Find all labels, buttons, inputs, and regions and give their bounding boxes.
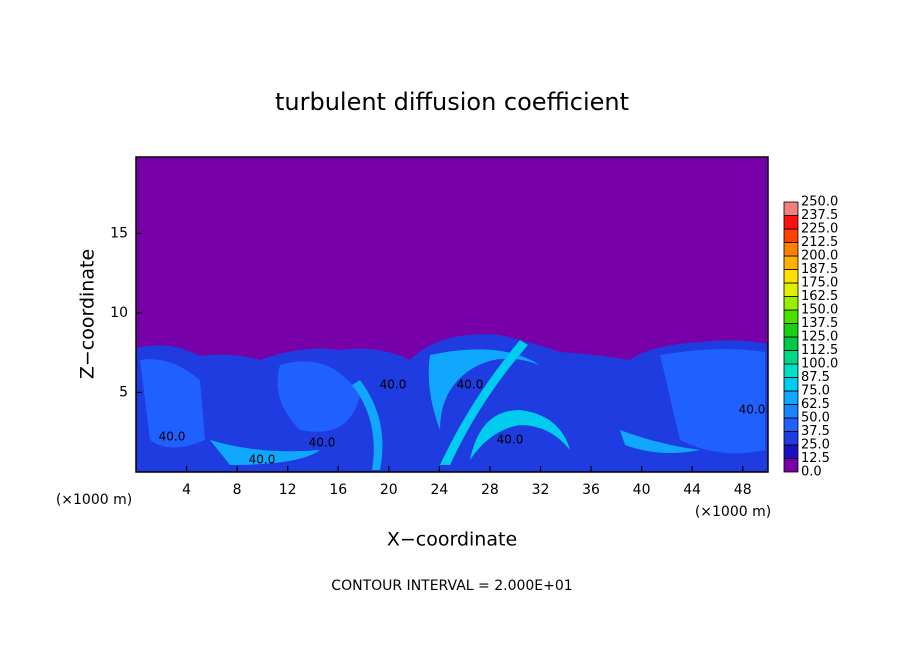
contour-label: 40.0 [739,403,766,417]
x-tick-label: 20 [380,482,398,498]
x-tick-label: 32 [532,482,550,498]
contour-label: 40.0 [309,436,336,450]
colorbar-swatch [783,323,799,338]
x-tick-label: 48 [734,482,752,498]
y-tick-label: 5 [119,384,128,400]
x-tick-label: 8 [233,482,242,498]
x-tick-label: 44 [683,482,701,498]
colorbar-label: 25.0 [801,438,830,453]
colorbar-swatch [783,377,799,392]
colorbar-swatch [783,269,799,284]
x-tick-label: 4 [182,482,191,498]
colorbar-label: 162.5 [801,289,838,304]
x-tick-label: 40 [633,482,651,498]
field [136,157,768,472]
blue-region [277,361,360,432]
contour-label: 40.0 [249,453,276,467]
colorbar-label: 112.5 [801,343,838,358]
colorbar-label: 12.5 [801,451,830,466]
y-tick-label: 10 [110,305,128,321]
colorbar-swatch [783,215,799,230]
contour-label: 40.0 [380,378,407,392]
colorbar-swatch [783,363,799,378]
colorbar-swatch [783,444,799,459]
colorbar-swatch [783,228,799,243]
colorbar-label: 75.0 [801,384,830,399]
colorbar-label: 50.0 [801,411,830,426]
colorbar-label: 212.5 [801,235,838,250]
colorbar-label: 187.5 [801,262,838,277]
x-tick-label: 36 [582,482,600,498]
y-tick-label: 15 [110,225,128,241]
colorbar-swatch [783,282,799,297]
x-tick-label: 12 [279,482,297,498]
y-axis-label: Z−coordinate [77,249,99,379]
colorbar-label: 0.0 [801,465,822,480]
colorbar-label: 150.0 [801,303,838,318]
colorbar-label: 62.5 [801,397,830,412]
colorbar-swatch [783,309,799,324]
colorbar-swatch [783,390,799,405]
colorbar-label: 175.0 [801,276,838,291]
colorbar-label: 250.0 [801,195,838,210]
colorbar-swatch [783,404,799,419]
colorbar-swatch [783,242,799,257]
x-unit-label: (×1000 m) [695,504,771,520]
colorbar-label: 137.5 [801,316,838,331]
colorbar-swatch [783,350,799,365]
colorbar-swatch [783,296,799,311]
x-tick-label: 16 [329,482,347,498]
blue-region [140,359,205,448]
contour-label: 40.0 [457,378,484,392]
colorbar-label: 200.0 [801,249,838,264]
colorbar-label: 37.5 [801,424,830,439]
chart-title: turbulent diffusion coefficient [275,88,629,116]
blue-region [660,349,765,454]
colorbar-swatch [783,431,799,446]
y-unit-label: (×1000 m) [56,492,132,508]
x-tick-label: 28 [481,482,499,498]
x-axis-label: X−coordinate [387,529,517,551]
plot-frame [135,156,769,473]
x-tick-label: 24 [430,482,448,498]
colorbar-label: 100.0 [801,357,838,372]
footnote: CONTOUR INTERVAL = 2.000E+01 [331,578,572,594]
colorbar-label: 87.5 [801,370,830,385]
cyan-streak [470,410,570,460]
cyan-streak [428,349,540,430]
cyan-streak [352,380,383,470]
colorbar-label: 225.0 [801,222,838,237]
cyan-streak [620,430,700,454]
colorbar-swatch [783,336,799,351]
colorbar-swatch [783,201,799,216]
contour-label: 40.0 [497,433,524,447]
colorbar-label: 237.5 [801,208,838,223]
cyan-streak [440,340,528,465]
colorbar-swatch [783,417,799,432]
cyan-streak [210,440,320,465]
colorbar-label: 125.0 [801,330,838,345]
colorbar-swatch [783,255,799,270]
contour-label: 40.0 [159,430,186,444]
colorbar-swatch [783,458,799,473]
